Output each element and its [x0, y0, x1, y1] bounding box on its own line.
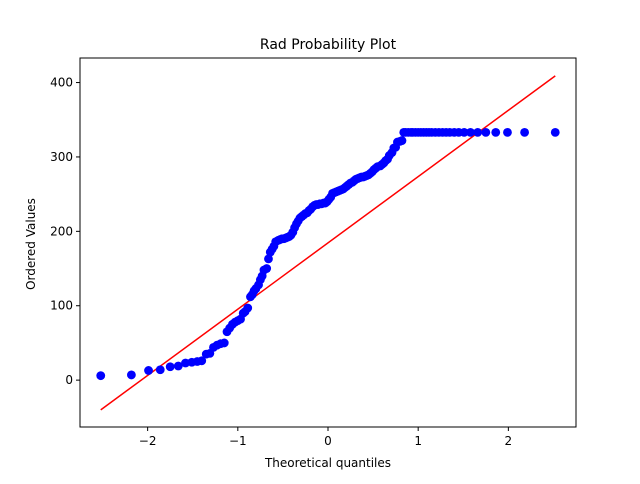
data-point — [165, 362, 175, 372]
y-tick-label: 0 — [65, 373, 73, 387]
data-point — [459, 127, 469, 137]
x-tick-label: −1 — [229, 434, 247, 448]
data-point — [520, 127, 529, 137]
x-tick-label: 1 — [414, 434, 422, 448]
data-point — [155, 365, 165, 375]
data-point — [397, 136, 407, 145]
data-point — [481, 127, 491, 137]
y-tick-label: 300 — [50, 150, 73, 164]
y-tick-label: 400 — [50, 76, 73, 90]
data-point — [219, 338, 229, 348]
data-point — [550, 127, 560, 137]
data-point — [491, 127, 501, 137]
x-tick-label: 0 — [324, 434, 332, 448]
data-point — [243, 303, 253, 313]
data-point — [173, 361, 183, 371]
data-point — [127, 370, 136, 380]
data-point — [197, 356, 207, 366]
x-axis-label: Theoretical quantiles — [264, 456, 391, 470]
data-point — [96, 371, 106, 381]
data-point — [503, 127, 512, 137]
x-tick-label: 2 — [505, 434, 513, 448]
y-axis-label: Ordered Values — [24, 198, 38, 290]
data-point — [466, 127, 475, 137]
data-point — [144, 366, 153, 375]
data-point — [262, 264, 272, 273]
x-tick-label: −2 — [139, 434, 157, 448]
chart-title: Rad Probability Plot — [260, 37, 397, 53]
data-point — [473, 127, 483, 137]
data-point — [264, 254, 273, 264]
y-tick-label: 100 — [50, 299, 73, 313]
y-tick-label: 200 — [50, 224, 73, 238]
plot-area: −2 −1 0 1 2 0 100 200 300 400 — [50, 57, 577, 448]
